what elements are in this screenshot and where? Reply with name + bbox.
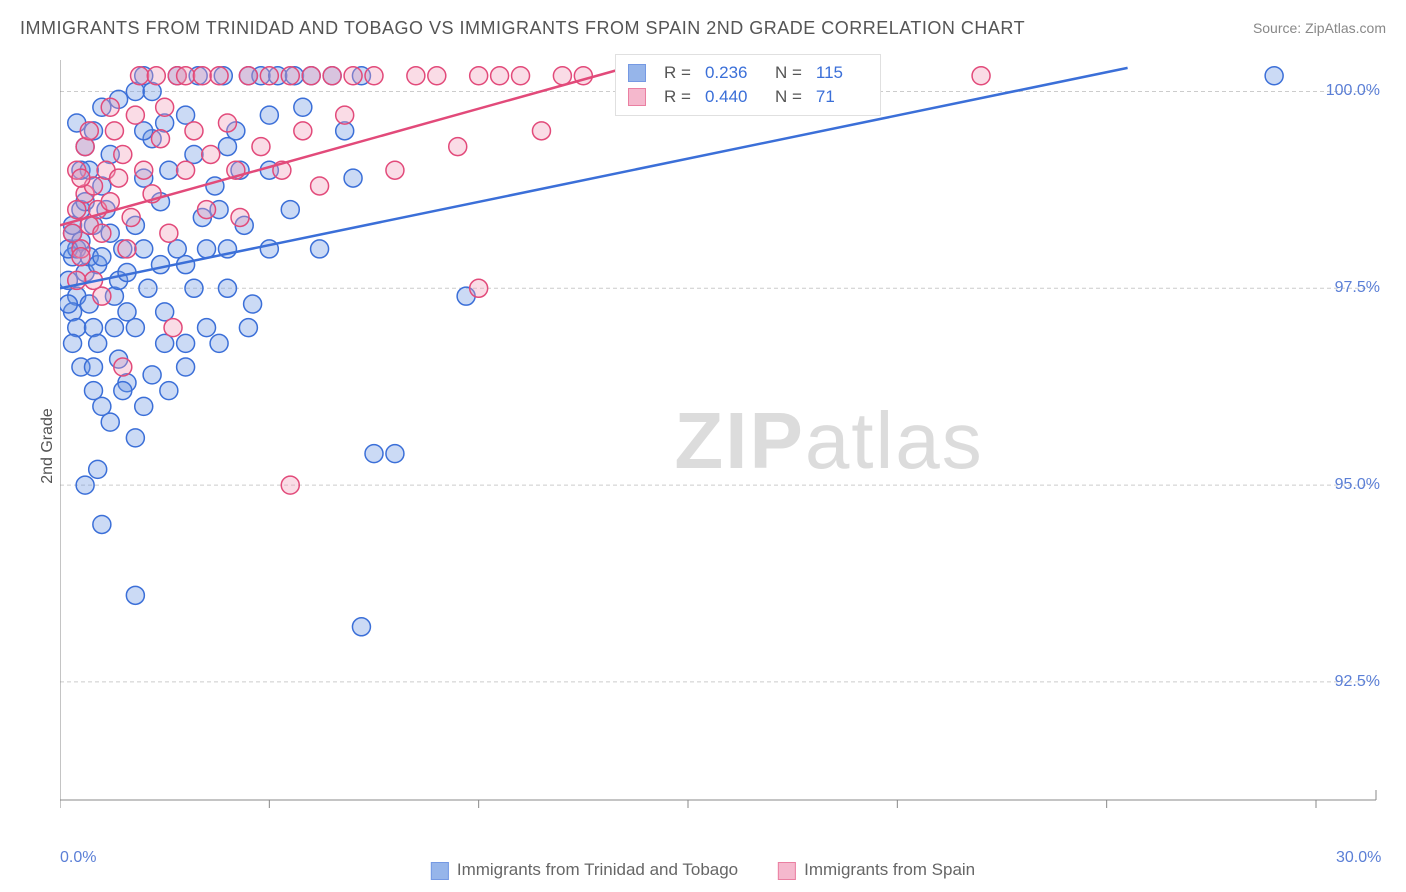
stats-legend-box: R = 0.236 N = 115 R = 0.440 N = 71 (615, 54, 881, 116)
source-link[interactable]: ZipAtlas.com (1305, 20, 1386, 36)
y-tick-label: 95.0% (1335, 476, 1380, 494)
stats-n-value: 71 (816, 87, 868, 107)
stats-n-label: N = (775, 87, 802, 107)
scatter-plot (60, 50, 1386, 832)
legend-swatch (431, 862, 449, 880)
stats-r-label: R = (664, 63, 691, 83)
legend-label: Immigrants from Trinidad and Tobago (457, 860, 738, 879)
legend-bottom: Immigrants from Trinidad and Tobago Immig… (431, 860, 975, 880)
y-tick-label: 92.5% (1335, 673, 1380, 691)
stats-swatch (628, 88, 646, 106)
chart-title: IMMIGRANTS FROM TRINIDAD AND TOBAGO VS I… (20, 18, 1025, 39)
y-tick-label: 97.5% (1335, 279, 1380, 297)
stats-n-label: N = (775, 63, 802, 83)
stats-n-value: 115 (816, 63, 868, 83)
y-tick-label: 100.0% (1326, 82, 1380, 100)
source-attribution: Source: ZipAtlas.com (1253, 20, 1386, 36)
legend-item: Immigrants from Spain (778, 860, 975, 880)
stats-swatch (628, 64, 646, 82)
x-max-label: 30.0% (1336, 849, 1381, 867)
legend-item: Immigrants from Trinidad and Tobago (431, 860, 738, 880)
chart-container: ZIPatlas 92.5%95.0%97.5%100.0% 0.0% 30.0… (60, 50, 1386, 832)
stats-r-label: R = (664, 87, 691, 107)
stats-r-value: 0.236 (705, 63, 757, 83)
x-min-label: 0.0% (60, 849, 96, 867)
legend-swatch (778, 862, 796, 880)
stats-r-value: 0.440 (705, 87, 757, 107)
stats-row: R = 0.440 N = 71 (628, 85, 868, 109)
y-axis-label: 2nd Grade (39, 408, 57, 484)
source-label: Source: (1253, 20, 1301, 36)
stats-row: R = 0.236 N = 115 (628, 61, 868, 85)
legend-label: Immigrants from Spain (804, 860, 975, 879)
